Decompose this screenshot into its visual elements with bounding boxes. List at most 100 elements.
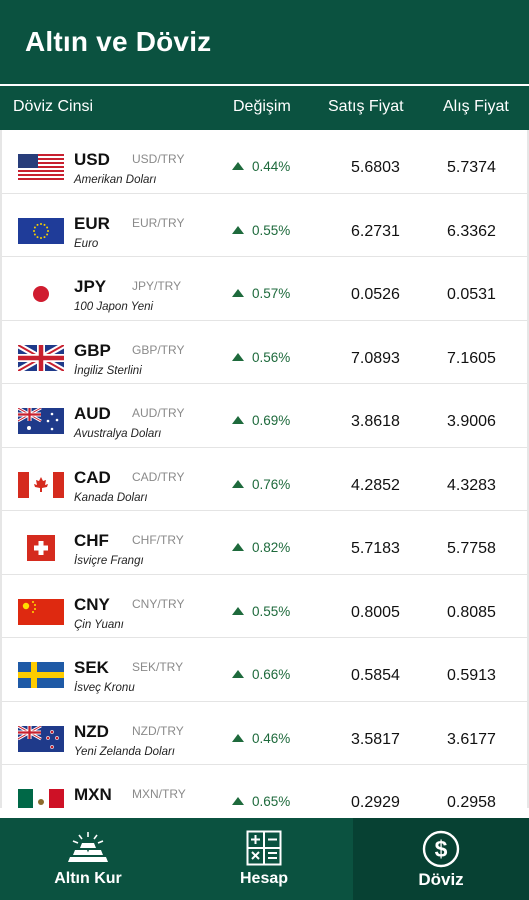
change-value: 0.69%	[232, 413, 290, 428]
currency-name: Amerikan Doları	[74, 174, 157, 186]
nz-flag-icon	[18, 725, 64, 752]
change-text: 0.55%	[252, 603, 291, 619]
change-value: 0.46%	[232, 731, 290, 746]
up-arrow-icon	[232, 225, 244, 234]
change-value: 0.82%	[232, 540, 290, 555]
buy-price: 0.8085	[447, 603, 496, 621]
dollar-coin-icon: $	[422, 830, 460, 873]
sell-price: 6.2731	[351, 222, 400, 240]
currency-name: İngiliz Sterlini	[74, 364, 142, 377]
currency-pair: CNY/TRY	[132, 596, 185, 611]
ch-flag-icon	[18, 535, 64, 561]
sell-price: 4.2852	[351, 476, 400, 494]
cn-flag-icon	[18, 598, 64, 625]
change-value: 0.56%	[232, 350, 290, 365]
currency-name: İsveç Kronu	[74, 682, 135, 694]
change-value: 0.57%	[232, 286, 290, 301]
currency-row-nzd[interactable]: NZD NZD/TRY Yeni Zelanda Doları 0.46% 3.5817…	[2, 702, 527, 765]
buy-price: 3.6177	[447, 730, 496, 748]
column-header: Döviz Cinsi Değişim Satış Fiyat Alış Fiy…	[0, 86, 529, 130]
currency-pair: CHF/TRY	[132, 533, 184, 547]
change-text: 0.44%	[252, 159, 291, 174]
change-text: 0.82%	[252, 540, 291, 555]
currency-code: AUD	[74, 404, 111, 423]
currency-pair: GBP/TRY	[132, 342, 185, 357]
column-sell: Satış Fiyat	[328, 98, 404, 115]
currency-row-cad[interactable]: CAD CAD/TRY Kanada Doları 0.76% 4.2852 4.3283	[2, 448, 527, 511]
currency-pair: JPY/TRY	[132, 279, 182, 293]
currency-name: Çin Yuanı	[74, 618, 124, 631]
sell-price: 3.5817	[351, 730, 400, 748]
up-arrow-icon	[232, 416, 244, 424]
currency-row-sek[interactable]: SEK SEK/TRY İsveç Kronu 0.66% 0.5854 0.5913	[2, 638, 527, 702]
currency-name: Euro	[74, 237, 99, 250]
buy-price: 6.3362	[447, 222, 496, 240]
buy-price: 0.0531	[447, 286, 496, 303]
mx-flag-icon	[18, 789, 64, 808]
currency-row-gbp[interactable]: GBP GBP/TRY İngiliz Sterlini 0.56% 7.0893 7.1…	[2, 321, 527, 384]
currency-pair: CAD/TRY	[132, 469, 185, 484]
sell-price: 0.2929	[351, 794, 400, 808]
change-value: 0.76%	[232, 477, 290, 492]
change-text: 0.57%	[252, 286, 291, 301]
gb-flag-icon	[18, 344, 64, 371]
change-value: 0.55%	[232, 223, 290, 238]
currency-row-cny[interactable]: CNY CNY/TRY Çin Yuanı 0.55% 0.8005 0.8085	[2, 575, 527, 638]
svg-text:$: $	[435, 836, 448, 862]
currency-row-usd[interactable]: USD USD/TRY Amerikan Doları 0.44% 5.6803 5.73…	[2, 130, 527, 194]
change-text: 0.56%	[252, 349, 291, 365]
sell-price: 0.5854	[351, 667, 400, 684]
nav-fx[interactable]: $ Döviz	[353, 818, 529, 900]
currency-row-eur[interactable]: EUR EUR/TRY Euro 0.55% 6.2731 6.3362	[2, 194, 527, 257]
currency-name: İsviçre Frangı	[74, 555, 144, 567]
nav-calc-label: Hesap	[239, 870, 289, 887]
currency-code: JPY	[74, 277, 107, 296]
change-value: 0.55%	[232, 604, 290, 619]
nav-calc[interactable]: Hesap	[176, 818, 352, 900]
up-arrow-icon	[232, 479, 244, 488]
buy-price: 5.7374	[447, 159, 496, 176]
change-value: 0.44%	[232, 159, 290, 174]
up-arrow-icon	[232, 733, 244, 742]
change-value: 0.66%	[232, 667, 290, 682]
change-text: 0.69%	[252, 413, 291, 428]
currency-name: 100 Japon Yeni	[74, 301, 154, 313]
change-text: 0.76%	[252, 476, 291, 492]
currency-code: MXN	[74, 785, 112, 804]
jp-flag-icon	[18, 281, 64, 307]
currency-name: Yeni Zelanda Doları	[74, 745, 176, 758]
up-arrow-icon	[232, 543, 244, 551]
ca-flag-icon	[18, 471, 64, 498]
au-flag-icon	[18, 408, 64, 434]
currency-name: Kanada Doları	[74, 491, 148, 504]
currency-pair: NZD/TRY	[132, 723, 184, 738]
currency-code: USD	[74, 150, 110, 169]
currency-code: CAD	[74, 467, 111, 487]
currency-row-mxn[interactable]: MXN MXN/TRY 0.65% 0.2929 0.2958	[2, 765, 527, 808]
buy-price: 0.2958	[447, 794, 496, 808]
currency-row-chf[interactable]: CHF CHF/TRY İsviçre Frangı 0.82% 5.7183 5.775…	[2, 511, 527, 575]
up-arrow-icon	[232, 352, 244, 361]
currency-name: Avustralya Doları	[74, 428, 162, 440]
buy-price: 0.5913	[447, 667, 496, 684]
currency-row-jpy[interactable]: JPY JPY/TRY 100 Japon Yeni 0.57% 0.0526 0.053…	[2, 257, 527, 321]
currency-row-aud[interactable]: AUD AUD/TRY Avustralya Doları 0.69% 3.8618 3.…	[2, 384, 527, 448]
up-arrow-icon	[232, 289, 244, 297]
se-flag-icon	[18, 662, 64, 688]
currency-pair: SEK/TRY	[132, 660, 184, 674]
currency-code: SEK	[74, 658, 109, 677]
change-text: 0.46%	[252, 730, 291, 746]
bottom-nav: Altın Kur Hesap $ Döviz	[0, 818, 529, 900]
currency-pair: AUD/TRY	[132, 406, 185, 420]
currency-list[interactable]: USD USD/TRY Amerikan Doları 0.44% 5.6803 5.73…	[0, 130, 529, 808]
buy-price: 7.1605	[447, 349, 496, 367]
sell-price: 0.8005	[351, 603, 400, 621]
eu-flag-icon	[18, 217, 64, 244]
sell-price: 3.8618	[351, 413, 400, 430]
currency-pair: USD/TRY	[132, 152, 185, 166]
column-buy: Alış Fiyat	[443, 98, 509, 115]
change-text: 0.55%	[252, 222, 291, 238]
change-text: 0.65%	[252, 794, 291, 808]
calculator-icon	[246, 830, 282, 871]
nav-gold[interactable]: Altın Kur	[0, 818, 176, 900]
